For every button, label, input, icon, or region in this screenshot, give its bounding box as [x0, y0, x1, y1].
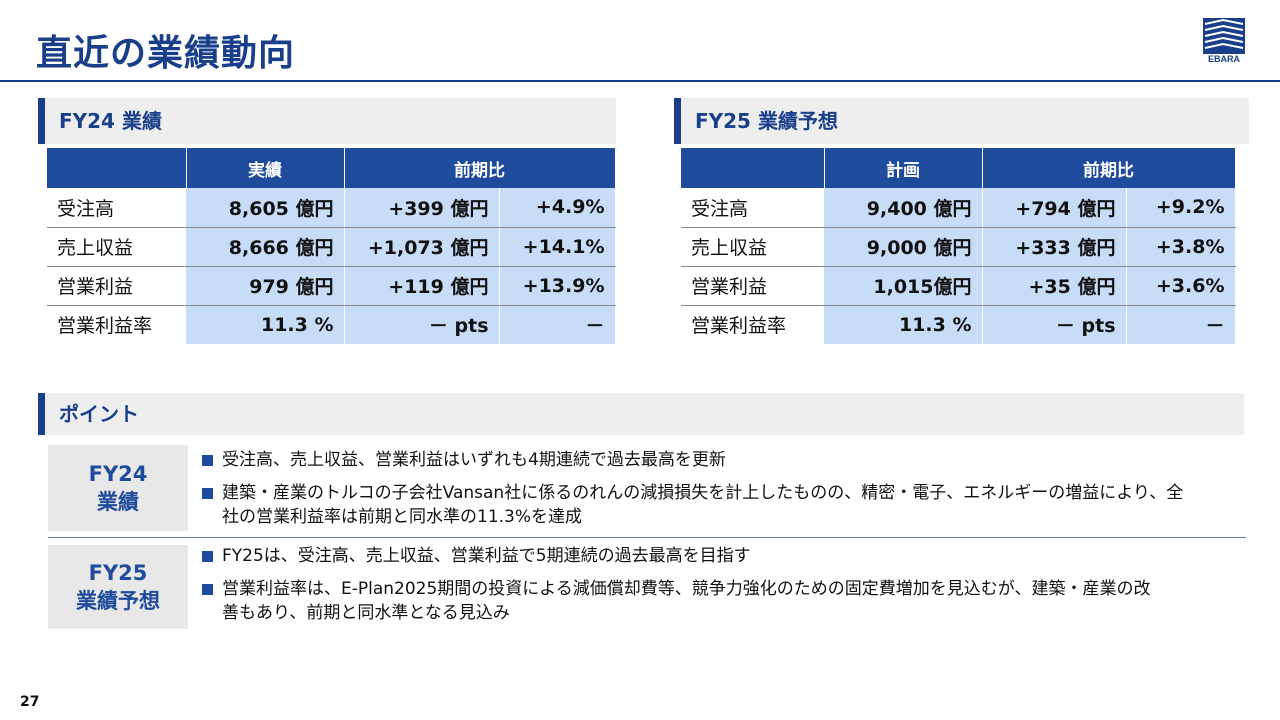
- row-value: 11.3 %: [824, 305, 983, 344]
- table-row: 売上収益 8,666 億円 +1,073 億円 +14.1%: [47, 227, 616, 267]
- ebara-logo: EBARA: [1203, 18, 1245, 64]
- table-row: 売上収益 9,000 億円 +333 億円 +3.8%: [681, 227, 1236, 267]
- list-item: 営業利益率は、E-Plan2025期間の投資による減価償却費等、競争力強化のため…: [200, 577, 1165, 625]
- bullet-square-icon: [202, 551, 213, 562]
- table-row: 受注高 9,400 億円 +794 億円 +9.2%: [681, 188, 1236, 228]
- row-pct: +3.8%: [1126, 227, 1236, 267]
- row-value: 9,000 億円: [824, 227, 983, 267]
- table-row: 営業利益率 11.3 % － pts －: [681, 305, 1236, 344]
- header-blank: [681, 148, 825, 188]
- fy25-section-heading: FY25 業績予想: [674, 98, 1249, 144]
- row-value: 11.3 %: [186, 305, 345, 344]
- table-header-row: 実績 前期比: [47, 148, 616, 188]
- bullet-text: FY25は、受注高、売上収益、営業利益で5期連続の過去最高を目指す: [222, 546, 751, 566]
- row-value: 8,666 億円: [186, 227, 345, 267]
- fy24-bullet-list: 受注高、売上収益、営業利益はいずれも4期連続で過去最高を更新 建築・産業のトルコ…: [200, 448, 1240, 538]
- list-item: 建築・産業のトルコの子会社Vansan社に係るのれんの減損損失を計上したものの、…: [200, 481, 1185, 529]
- row-diff: +1,073 億円: [344, 227, 500, 267]
- row-value: 9,400 億円: [824, 188, 983, 228]
- row-label: 受注高: [681, 188, 824, 228]
- row-diff: +794 億円: [982, 188, 1127, 228]
- fy24-point-label: FY24 業績: [48, 445, 188, 531]
- bullet-square-icon: [202, 488, 213, 499]
- row-diff: +333 億円: [982, 227, 1127, 267]
- table-row: 営業利益 1,015億円 +35 億円 +3.6%: [681, 266, 1236, 306]
- row-pct: +4.9%: [499, 188, 616, 228]
- table-row: 受注高 8,605 億円 +399 億円 +4.9%: [47, 188, 616, 228]
- row-value: 1,015億円: [824, 266, 983, 306]
- row-pct: +13.9%: [499, 266, 616, 306]
- row-label: 営業利益: [681, 266, 824, 306]
- header-actual: 実績: [186, 148, 345, 188]
- table-header-row: 計画 前期比: [681, 148, 1236, 188]
- table-row: 営業利益 979 億円 +119 億円 +13.9%: [47, 266, 616, 306]
- bullet-text: 営業利益率は、E-Plan2025期間の投資による減価償却費等、競争力強化のため…: [222, 579, 1151, 623]
- row-pct: －: [499, 305, 616, 344]
- row-diff: － pts: [344, 305, 500, 344]
- row-label: 営業利益率: [681, 305, 824, 344]
- row-value: 979 億円: [186, 266, 345, 306]
- row-label: 営業利益率: [47, 305, 186, 344]
- row-diff: － pts: [982, 305, 1127, 344]
- row-value: 8,605 億円: [186, 188, 345, 228]
- fy24-point-label-line2: 業績: [97, 490, 139, 514]
- fy25-forecast-table: 計画 前期比 受注高 9,400 億円 +794 億円 +9.2% 売上収益 9…: [681, 148, 1236, 344]
- fy24-point-label-line1: FY24: [88, 462, 148, 486]
- row-label: 受注高: [47, 188, 186, 228]
- fy25-point-label-line1: FY25: [88, 561, 148, 585]
- list-item: FY25は、受注高、売上収益、営業利益で5期連続の過去最高を目指す: [200, 544, 1240, 568]
- fy25-point-label: FY25 業績予想: [48, 545, 188, 629]
- fy25-bullet-list: FY25は、受注高、売上収益、営業利益で5期連続の過去最高を目指す 営業利益率は…: [200, 544, 1240, 634]
- header-blank: [47, 148, 187, 188]
- fy24-results-table: 実績 前期比 受注高 8,605 億円 +399 億円 +4.9% 売上収益 8…: [47, 148, 616, 344]
- row-pct: +9.2%: [1126, 188, 1236, 228]
- row-pct: +14.1%: [499, 227, 616, 267]
- points-divider: [48, 537, 1246, 538]
- list-item: 受注高、売上収益、営業利益はいずれも4期連続で過去最高を更新: [200, 448, 1240, 472]
- points-section-heading: ポイント: [38, 393, 1244, 435]
- header-yoy: 前期比: [344, 148, 616, 188]
- row-pct: －: [1126, 305, 1236, 344]
- row-diff: +399 億円: [344, 188, 500, 228]
- row-label: 売上収益: [681, 227, 824, 267]
- fy25-point-label-line2: 業績予想: [76, 589, 160, 613]
- row-label: 売上収益: [47, 227, 186, 267]
- table-row: 営業利益率 11.3 % － pts －: [47, 305, 616, 344]
- header-yoy: 前期比: [982, 148, 1236, 188]
- page-title: 直近の業績動向: [36, 33, 296, 74]
- row-label: 営業利益: [47, 266, 186, 306]
- bullet-text: 受注高、売上収益、営業利益はいずれも4期連続で過去最高を更新: [222, 450, 726, 470]
- row-diff: +119 億円: [344, 266, 500, 306]
- header-plan: 計画: [824, 148, 983, 188]
- title-divider: [0, 80, 1280, 82]
- bullet-square-icon: [202, 584, 213, 595]
- bullet-square-icon: [202, 455, 213, 466]
- row-diff: +35 億円: [982, 266, 1127, 306]
- page-number: 27: [20, 694, 40, 710]
- row-pct: +3.6%: [1126, 266, 1236, 306]
- fy24-section-heading: FY24 業績: [38, 98, 616, 144]
- bullet-text: 建築・産業のトルコの子会社Vansan社に係るのれんの減損損失を計上したものの、…: [222, 483, 1184, 527]
- logo-text: EBARA: [1207, 54, 1240, 64]
